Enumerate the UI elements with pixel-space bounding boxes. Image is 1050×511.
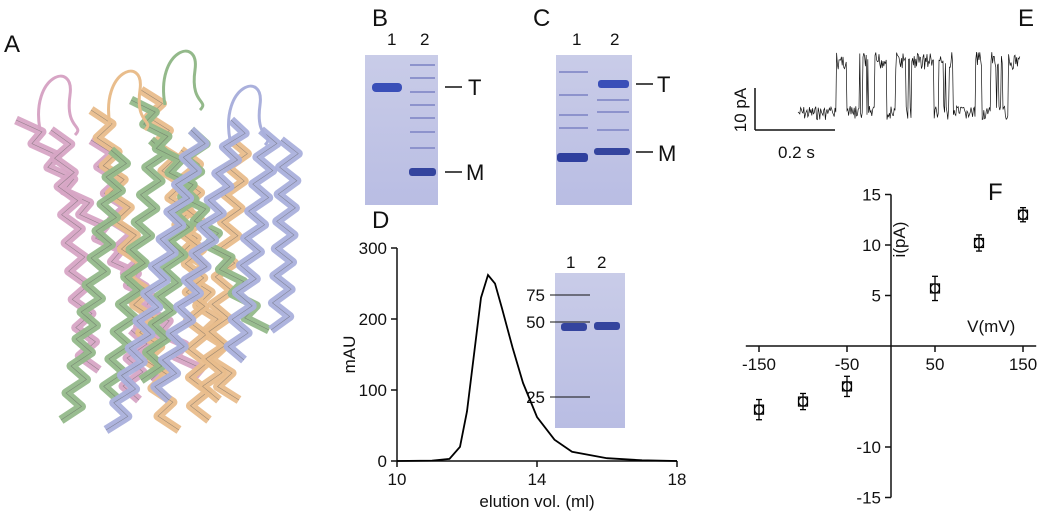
- helix-edge: [105, 129, 206, 431]
- y-tick-label: 300: [359, 239, 387, 258]
- x-tick-label: -150: [742, 355, 776, 374]
- trace-line: [797, 51, 1021, 121]
- loop: [162, 49, 205, 112]
- gel-smear: [559, 71, 629, 131]
- y-tick-label: 5: [872, 287, 881, 306]
- gel-band: [372, 83, 402, 92]
- gel-band: [598, 80, 629, 88]
- x-axis-label: elution vol. (ml): [479, 492, 594, 511]
- gel-band: [594, 322, 620, 330]
- point-circle: [973, 237, 985, 249]
- panel-label: C: [533, 5, 550, 32]
- protein-structure: [14, 49, 303, 434]
- point-circle: [929, 283, 941, 294]
- band-label: T: [657, 72, 670, 97]
- loop: [107, 69, 150, 132]
- gel-band: [561, 323, 587, 331]
- helix-edge: [227, 129, 278, 361]
- current-trace: [797, 51, 1021, 121]
- elution-curve: [396, 273, 678, 462]
- band-label: T: [468, 75, 481, 100]
- x-tick-label: -50: [835, 355, 860, 374]
- gel-band: [557, 153, 588, 162]
- helix-edge: [154, 119, 246, 401]
- gel-band: [409, 168, 436, 176]
- panel-label: A: [4, 31, 20, 58]
- y-axis-label: mAU: [340, 336, 359, 374]
- panel-label: D: [372, 207, 389, 234]
- panel-label: B: [372, 5, 388, 32]
- lane-label: 1: [572, 30, 581, 49]
- gel-smear: [410, 64, 435, 149]
- x-tick-label: 150: [1009, 355, 1037, 374]
- gel: [555, 273, 625, 428]
- lane-label: 2: [610, 30, 619, 49]
- x-tick-label: 10: [388, 470, 407, 489]
- point-circle: [1017, 209, 1029, 220]
- y-axis-label: i(pA): [890, 222, 909, 258]
- x-tick-label: 14: [528, 470, 547, 489]
- y-tick-label: 100: [359, 381, 387, 400]
- band-label: M: [466, 160, 484, 185]
- panel-label: E: [1018, 5, 1034, 32]
- helix-edge: [103, 139, 167, 401]
- y-tick-label: 200: [359, 310, 387, 329]
- panel-label: F: [988, 179, 1003, 206]
- y-tick-label: -15: [856, 489, 881, 508]
- helix-edge: [270, 139, 299, 331]
- helix-edge: [60, 149, 127, 421]
- point-circle: [841, 381, 853, 392]
- x-tick-label: 18: [668, 470, 687, 489]
- point-circle: [797, 396, 809, 407]
- x-tick-label: 50: [926, 355, 945, 374]
- lane-label: 1: [566, 253, 575, 272]
- lane-label: 1: [387, 30, 396, 49]
- x-axis-label: V(mV): [967, 317, 1015, 336]
- y-tick-label: 15: [862, 186, 881, 205]
- loop: [227, 84, 270, 147]
- y-tick-label: 10: [862, 236, 881, 255]
- gel: [365, 55, 438, 205]
- scale-label: 0.2 s: [778, 143, 815, 162]
- lane-label: 2: [420, 30, 429, 49]
- y-tick-label: -10: [856, 438, 881, 457]
- y-tick-label: 0: [378, 452, 387, 471]
- marker-label: 50: [526, 313, 545, 332]
- scale-label: 10 pA: [731, 87, 750, 132]
- gel-band: [594, 148, 630, 155]
- marker-label: 75: [526, 286, 545, 305]
- band-label: M: [658, 141, 676, 166]
- loop: [37, 74, 80, 137]
- lane-label: 2: [597, 253, 606, 272]
- point-circle: [753, 404, 765, 415]
- helix-edge: [50, 129, 100, 371]
